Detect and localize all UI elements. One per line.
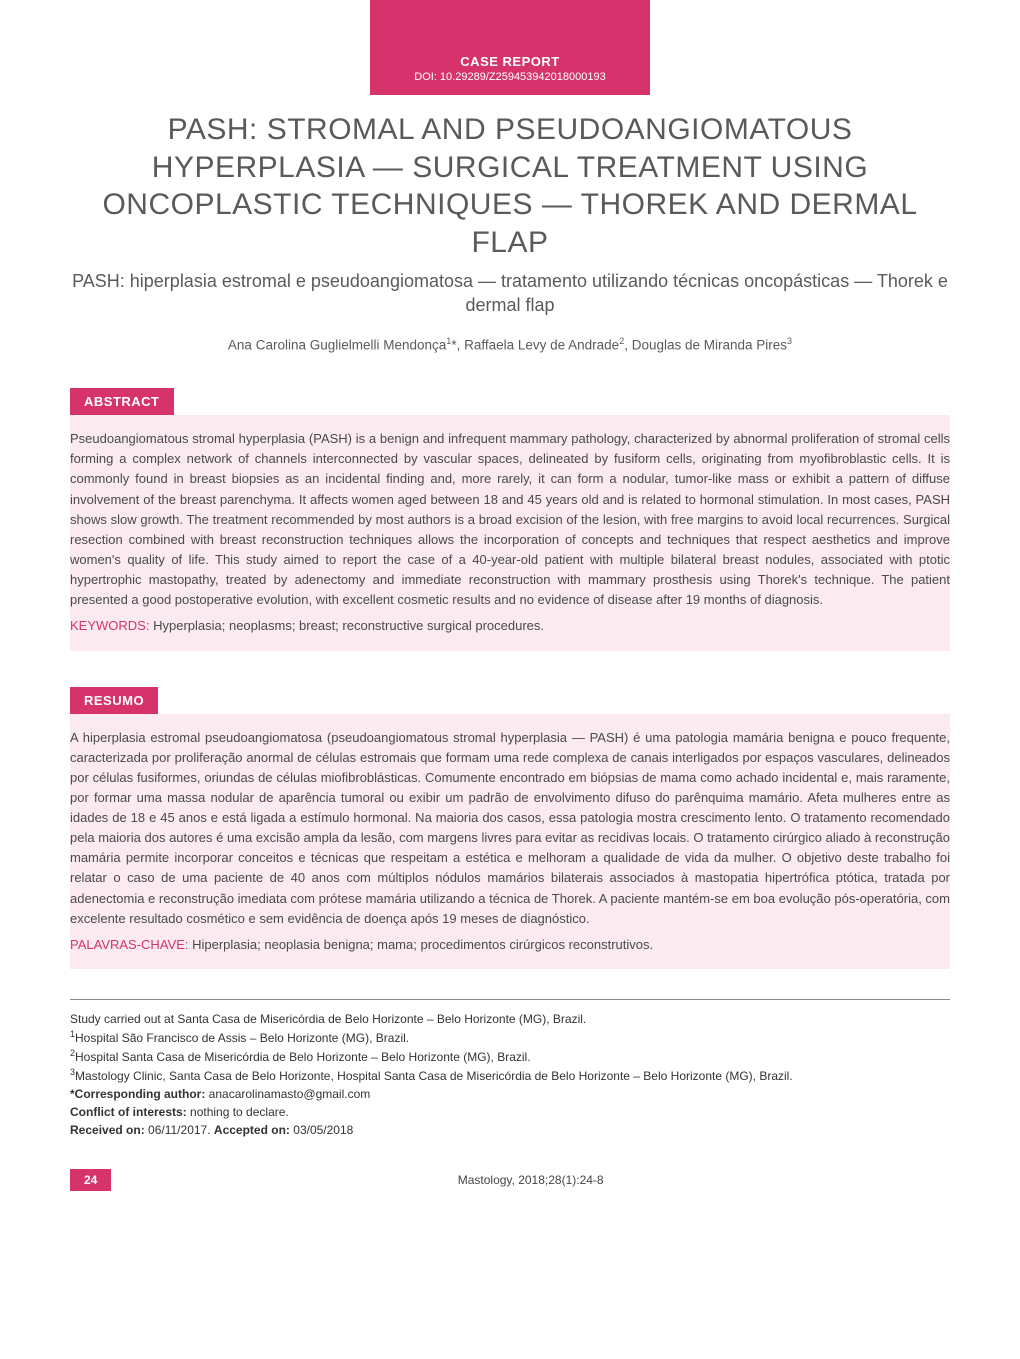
journal-reference: Mastology, 2018;28(1):24-8 [458, 1173, 604, 1187]
article-title-pt: PASH: hiperplasia estromal e pseudoangio… [70, 269, 950, 318]
abstract-heading: ABSTRACT [70, 388, 174, 415]
resumo-heading: RESUMO [70, 687, 158, 714]
keywords-line-pt: PALAVRAS-CHAVE: Hiperplasia; neoplasia b… [70, 935, 950, 955]
keywords-line-en: KEYWORDS: Hyperplasia; neoplasms; breast… [70, 616, 950, 636]
page-footer: 24 Mastology, 2018;28(1):24-8 [70, 1169, 950, 1191]
keywords-text-en: Hyperplasia; neoplasms; breast; reconstr… [153, 618, 544, 633]
affiliation-3: 3Mastology Clinic, Santa Casa de Belo Ho… [70, 1066, 950, 1085]
keywords-text-pt: Hiperplasia; neoplasia benigna; mama; pr… [192, 937, 653, 952]
keywords-label-en: KEYWORDS: [70, 618, 149, 633]
page-number: 24 [70, 1169, 111, 1191]
resumo-block: A hiperplasia estromal pseudoangiomatosa… [70, 714, 950, 970]
resumo-text: A hiperplasia estromal pseudoangiomatosa… [70, 730, 950, 926]
abstract-text: Pseudoangiomatous stromal hyperplasia (P… [70, 431, 950, 607]
doi-text: DOI: 10.29289/Z259453942018000193 [414, 71, 605, 83]
header-box: CASE REPORT DOI: 10.29289/Z2594539420180… [370, 0, 650, 95]
article-title-en: PASH: STROMAL AND PSEUDOANGIOMATOUS HYPE… [70, 111, 950, 261]
case-report-label: CASE REPORT [460, 54, 559, 69]
affiliation-1: 1Hospital São Francisco de Assis – Belo … [70, 1028, 950, 1047]
corresponding-author: *Corresponding author: anacarolinamasto@… [70, 1085, 950, 1103]
conflict-of-interests: Conflict of interests: nothing to declar… [70, 1103, 950, 1121]
affiliation-2: 2Hospital Santa Casa de Misericórdia de … [70, 1047, 950, 1066]
footer-divider [70, 999, 950, 1000]
footer-info: Study carried out at Santa Casa de Miser… [70, 1010, 950, 1139]
authors-line: Ana Carolina Guglielmelli Mendonça1*, Ra… [70, 336, 950, 353]
keywords-label-pt: PALAVRAS-CHAVE: [70, 937, 188, 952]
study-location: Study carried out at Santa Casa de Miser… [70, 1010, 950, 1028]
dates-line: Received on: 06/11/2017. Accepted on: 03… [70, 1121, 950, 1139]
abstract-block: Pseudoangiomatous stromal hyperplasia (P… [70, 415, 950, 650]
